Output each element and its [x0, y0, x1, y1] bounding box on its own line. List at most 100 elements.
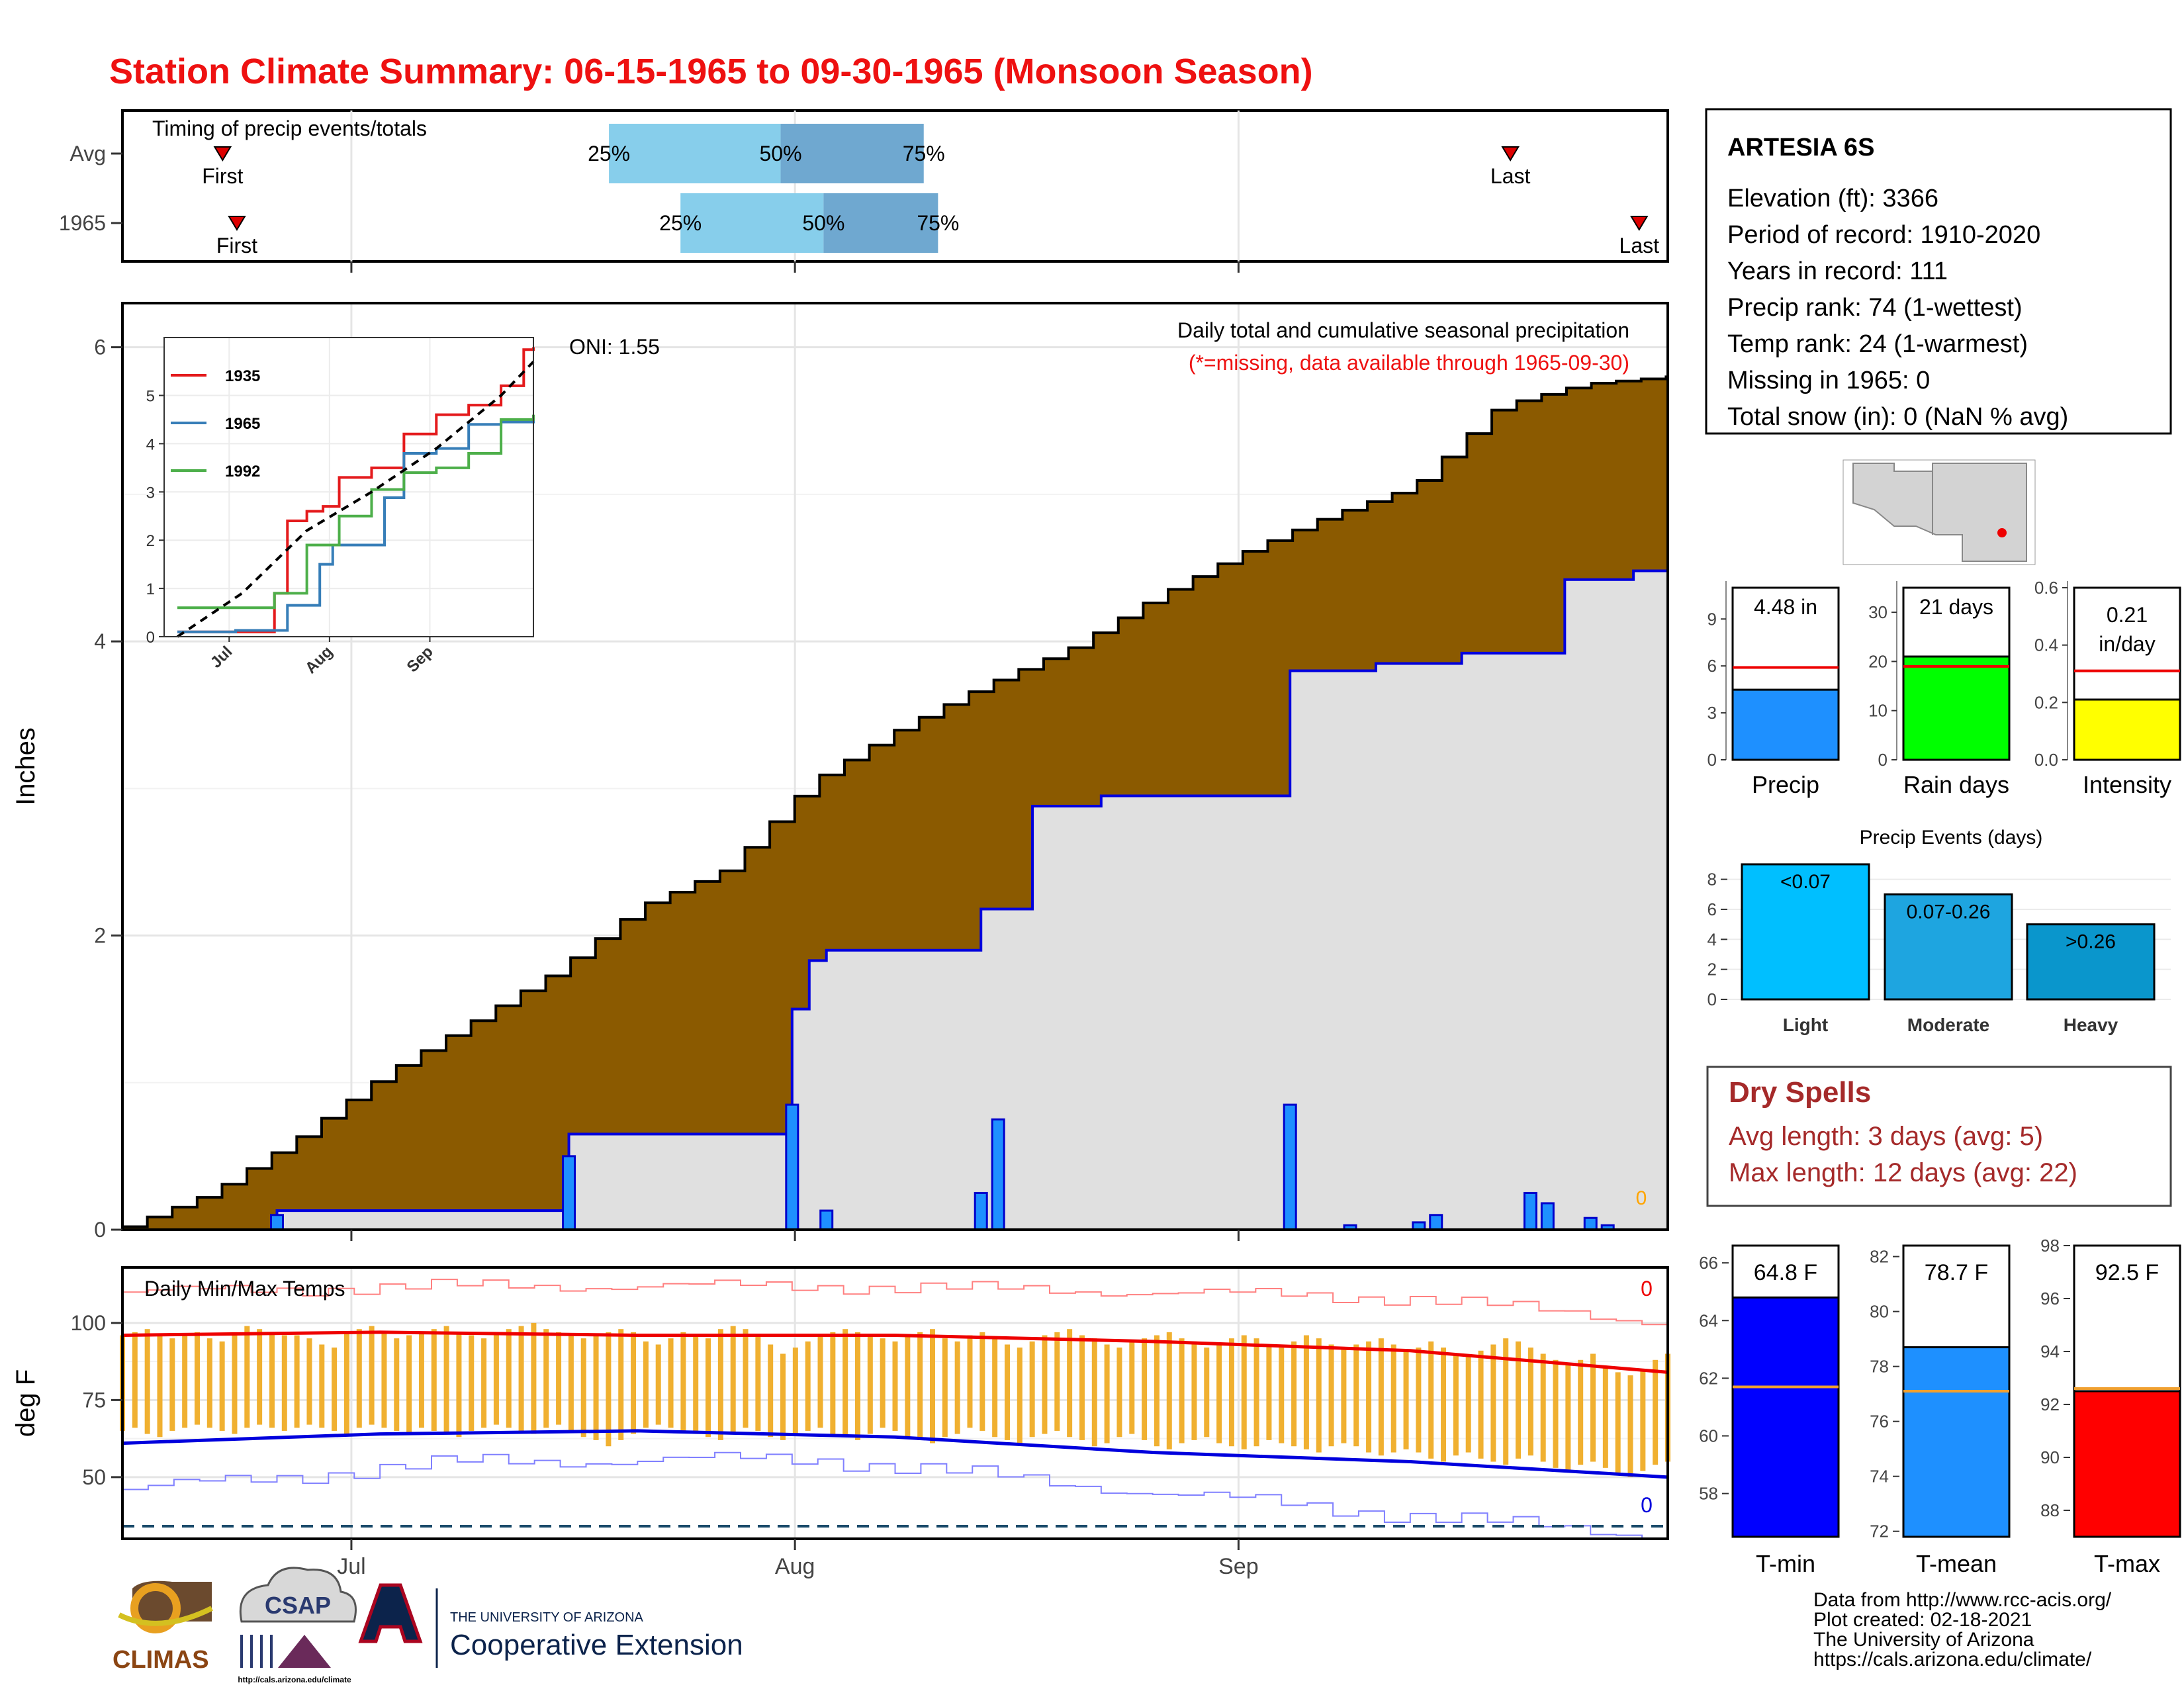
- record-max-line: [122, 1279, 1668, 1326]
- temp-missing-max: 0: [1641, 1277, 1653, 1301]
- daily-temp-bar: [1465, 1357, 1471, 1453]
- daily-temp-bar: [1291, 1341, 1297, 1447]
- daily-temp-bar: [469, 1335, 475, 1431]
- page-title: Station Climate Summary: 06-15-1965 to 0…: [109, 52, 1313, 91]
- summary-bar-tick-label: 0.2: [2034, 692, 2058, 712]
- temp-panel-label: Daily Min/Max Temps: [144, 1277, 345, 1301]
- daily-temp-bar: [1590, 1353, 1596, 1462]
- temp-y-tick-label: 100: [71, 1311, 106, 1335]
- timing-label-50: 50%: [760, 142, 802, 165]
- daily-temp-bar: [1615, 1372, 1621, 1475]
- inset-legend: 1935 1965 1992: [171, 367, 260, 480]
- events-y-tick-label: 2: [1707, 960, 1717, 980]
- daily-temp-bar: [219, 1341, 225, 1431]
- daily-temp-bar: [431, 1329, 437, 1431]
- daily-temp-bar: [1503, 1338, 1509, 1465]
- temp-summary-label: T-mean: [1916, 1550, 1997, 1577]
- daily-temp-bar: [1527, 1348, 1533, 1456]
- temp-y-tick-label: 75: [82, 1388, 106, 1412]
- summary-bar-Precip: [1731, 688, 1840, 761]
- temp-y-tick-label: 50: [82, 1465, 106, 1489]
- temp-summary-tick-label: 78: [1870, 1357, 1889, 1377]
- daily-precip-bar: [974, 1191, 988, 1231]
- temp-summary-tick-label: 88: [2040, 1500, 2060, 1520]
- daily-temp-bar: [343, 1332, 349, 1434]
- daily-temp-bar: [593, 1335, 599, 1440]
- ua-block-a-icon: [358, 1583, 423, 1643]
- daily-temp-bar: [531, 1322, 537, 1434]
- daily-temp-bar: [580, 1338, 586, 1438]
- daily-temp-bar: [1228, 1338, 1234, 1447]
- precip-event-category: Heavy: [2064, 1015, 2118, 1035]
- daily-temp-bar: [892, 1341, 898, 1431]
- timing-label-25: 25%: [659, 211, 702, 235]
- daily-temp-bar: [1029, 1341, 1035, 1438]
- daily-temp-bar: [1216, 1344, 1222, 1443]
- temp-summary-bar-T-max: [2073, 1390, 2181, 1538]
- precip-panel-frame: [121, 302, 1669, 1231]
- climas-logo: CLIMAS: [113, 1580, 213, 1674]
- temp-summary-label: T-min: [1756, 1550, 1815, 1577]
- summary-bar-charts: 0 3 6 9 4.48 in Precip 0 10 20 30 21 days Rain days…: [1707, 578, 2181, 798]
- daily-temp-bar: [1303, 1335, 1309, 1449]
- avg-min-line: [122, 1429, 1668, 1479]
- timing-marks: 25% 50% 75% First Last 25% 50% 75% First Last: [202, 124, 1659, 257]
- timing-label-last: Last: [1619, 234, 1660, 257]
- climas-swoosh-icon: [118, 1606, 213, 1626]
- daily-temp-bar: [1042, 1335, 1048, 1434]
- inset-frame: [163, 337, 534, 637]
- timing-marker-last: [1629, 216, 1649, 231]
- daily-temp-bar: [606, 1332, 612, 1447]
- precip-y-tick-label: 4: [94, 629, 106, 653]
- temp-summary-value: 78.7 F: [1925, 1260, 1988, 1285]
- summary-bar-tick-label: 6: [1707, 656, 1717, 676]
- summary-bar-Intensity: [2073, 698, 2181, 761]
- timing-panel: Timing of precip events/totals Avg 1965 …: [59, 109, 1669, 273]
- temp-summary-tick-label: 94: [2040, 1342, 2060, 1361]
- summary-bar-value: 21 days: [1919, 595, 1993, 619]
- temp-summary-tick-label: 72: [1870, 1522, 1889, 1541]
- daily-temp-bar: [805, 1341, 811, 1431]
- daily-temp-bar: [1253, 1338, 1259, 1447]
- daily-temp-bar: [1279, 1348, 1285, 1443]
- daily-temp-bar: [631, 1332, 637, 1434]
- csap-logo-text: CSAP: [265, 1592, 331, 1619]
- credits: Data from http://www.rcc-acis.org/ Plot …: [1813, 1589, 2112, 1670]
- timing-bar-upper: [823, 193, 938, 253]
- daily-temp-bar: [269, 1332, 275, 1428]
- daily-temp-bar: [1142, 1338, 1148, 1440]
- temp-y-axis-label: deg F: [11, 1369, 40, 1437]
- precip-event-bar-Heavy: [2026, 923, 2156, 1001]
- daily-temp-bars: [120, 1322, 1670, 1477]
- daily-temp-bar: [979, 1332, 985, 1431]
- daily-temp-bar: [1266, 1344, 1272, 1440]
- inset-background: [164, 338, 533, 637]
- inset-legend-label: 1965: [225, 415, 260, 433]
- summary-bar-tick-label: 20: [1868, 651, 1888, 671]
- daily-temp-bar: [169, 1338, 175, 1431]
- precip-event-bar-Moderate: [1884, 893, 2013, 1001]
- temp-x-tick-label: Sep: [1218, 1554, 1259, 1579]
- inset-y-tick-label: 3: [146, 484, 155, 502]
- temp-summary-label: T-max: [2094, 1550, 2160, 1577]
- daily-temp-bar: [1204, 1348, 1210, 1438]
- daily-temp-bar: [743, 1329, 749, 1428]
- temp-x-tick-label: Aug: [775, 1554, 815, 1579]
- daily-precip-bar: [1523, 1191, 1537, 1231]
- temp-summary-bar-T-min: [1731, 1296, 1840, 1538]
- inset-series-1992: [177, 414, 535, 610]
- inset-y-tick-label: 4: [146, 435, 155, 453]
- daily-temp-bar: [481, 1338, 487, 1428]
- daily-temp-bar: [1004, 1344, 1010, 1440]
- station-line: Elevation (ft): 3366: [1727, 185, 1938, 212]
- daily-temp-bar: [157, 1335, 163, 1438]
- station-line: Precip rank: 74 (1-wettest): [1727, 294, 2023, 322]
- precip-event-value: >0.26: [2066, 931, 2116, 953]
- daily-temp-bar: [257, 1329, 263, 1425]
- temp-summary-tick-label: 92: [2040, 1394, 2060, 1414]
- summary-bar-tick-label: 9: [1707, 609, 1717, 629]
- credit-line: Plot created: 02-18-2021: [1813, 1609, 2032, 1631]
- station-name: ARTESIA 6S: [1727, 134, 1874, 161]
- summary-bar-Rain days: [1902, 655, 2011, 761]
